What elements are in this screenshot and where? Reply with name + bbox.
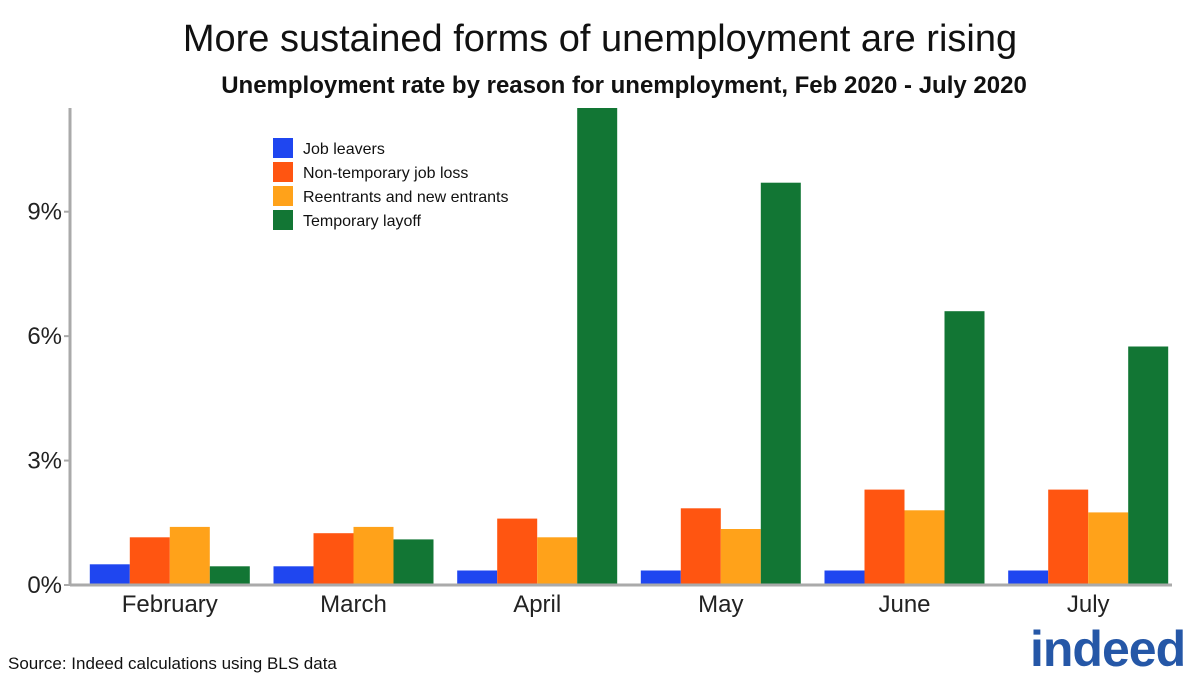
bar-february-job-leavers — [89, 564, 130, 585]
bar-february-reentrants-and-new-entrants — [169, 526, 210, 585]
source-note: Source: Indeed calculations using BLS da… — [8, 654, 337, 673]
x-axis-labels: February March April May June July — [122, 591, 1110, 618]
legend-label: Non-temporary job loss — [303, 165, 468, 182]
bar-may-non-temporary-job-loss — [680, 508, 721, 585]
legend-swatch — [273, 186, 293, 206]
y-tick-label: 3% — [27, 448, 62, 475]
x-tick-label: February — [122, 591, 218, 618]
x-tick-label: July — [1067, 591, 1110, 618]
bar-april-non-temporary-job-loss — [497, 518, 538, 585]
bar-june-non-temporary-job-loss — [864, 489, 905, 585]
y-tick-label: 6% — [27, 323, 62, 350]
legend-swatch — [273, 138, 293, 158]
legend-label: Reentrants and new entrants — [303, 189, 508, 206]
bar-march-job-leavers — [273, 566, 314, 585]
bar-april-temporary-layoff — [577, 108, 618, 585]
chart-title: More sustained forms of unemployment are… — [182, 18, 1018, 60]
x-tick-label: April — [513, 591, 561, 618]
x-tick-label: June — [878, 591, 930, 618]
y-axis-ticks: 0% 3% 6% 9% — [27, 199, 70, 599]
x-tick-label: March — [320, 591, 387, 618]
bar-march-non-temporary-job-loss — [313, 533, 354, 585]
bar-february-temporary-layoff — [209, 566, 250, 585]
y-tick-label: 0% — [27, 572, 62, 599]
bar-april-reentrants-and-new-entrants — [537, 537, 578, 585]
bar-july-job-leavers — [1008, 570, 1049, 585]
chart-subtitle: Unemployment rate by reason for unemploy… — [221, 72, 1027, 99]
bar-may-temporary-layoff — [760, 182, 801, 585]
indeed-logo: indeed — [1030, 621, 1186, 677]
bar-june-job-leavers — [824, 570, 865, 585]
bar-april-job-leavers — [457, 570, 498, 585]
bar-july-non-temporary-job-loss — [1048, 489, 1089, 585]
bar-march-reentrants-and-new-entrants — [353, 526, 394, 585]
bar-july-reentrants-and-new-entrants — [1088, 512, 1129, 585]
y-tick-label: 9% — [27, 199, 62, 226]
legend-label: Temporary layoff — [303, 213, 422, 230]
bar-may-job-leavers — [640, 570, 681, 585]
bar-may-reentrants-and-new-entrants — [720, 529, 761, 585]
bar-june-reentrants-and-new-entrants — [904, 510, 945, 585]
bar-march-temporary-layoff — [393, 539, 434, 585]
bar-july-temporary-layoff — [1128, 346, 1169, 585]
bars-group — [89, 108, 1169, 585]
legend-swatch — [273, 210, 293, 230]
bar-june-temporary-layoff — [944, 311, 985, 585]
bar-february-non-temporary-job-loss — [129, 537, 170, 585]
x-tick-label: May — [698, 591, 743, 618]
legend-label: Job leavers — [303, 141, 385, 158]
legend-swatch — [273, 162, 293, 182]
legend: Job leavers Non-temporary job loss Reentra… — [273, 138, 508, 230]
